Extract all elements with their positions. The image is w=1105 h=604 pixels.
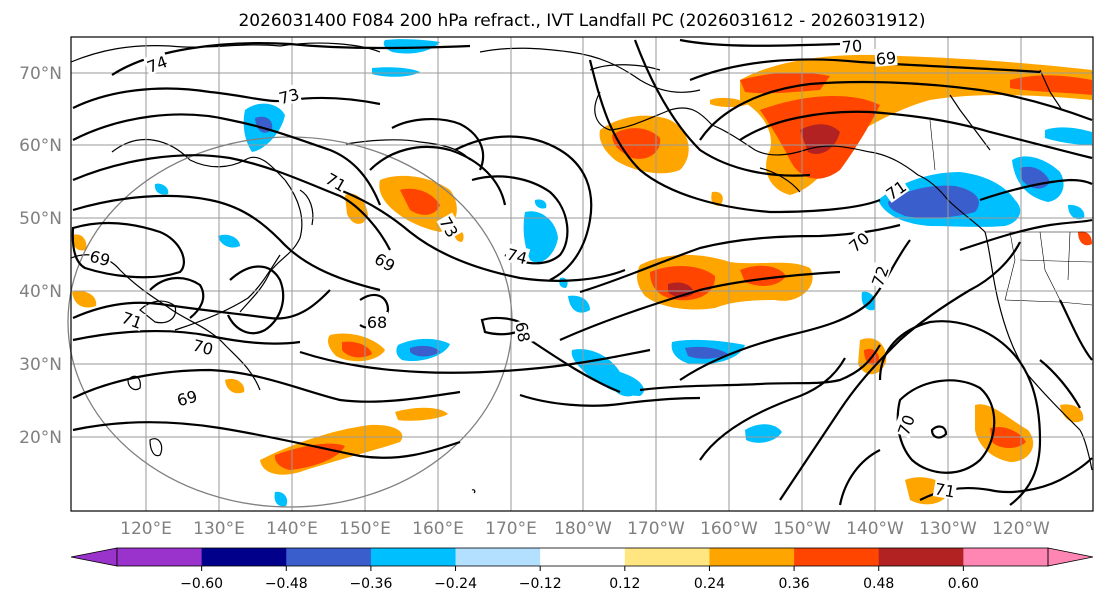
contour-label-bg [143,50,171,76]
colorbar-tick-label: −0.36 [349,576,392,592]
colorbar-extend-high [1047,547,1094,567]
contour-label-bg [874,47,898,67]
lon-tick-label: 130°W [919,519,977,539]
negative-anomaly-shading [154,39,1092,507]
lon-tick-label: 170°E [485,519,537,539]
coastlines [70,42,1093,494]
colorbar-segment [117,548,203,566]
contour-label-bg [881,175,910,203]
colorbar-tick-label: 0.48 [863,576,894,592]
lon-tick-label: 140°W [846,519,904,539]
colorbar-tick-label: 0.12 [609,576,640,592]
contour-label-bg [892,411,918,439]
contour-label: 68 [367,313,387,332]
colorbar-tick-label: −0.60 [180,576,223,592]
lon-tick-label: 120°E [120,519,172,539]
lon-tick-label: 160°E [412,519,464,539]
colorbar-tick-label: 0.36 [779,576,810,592]
contour-label: 70 [191,336,216,360]
contour-label-bg [840,35,864,55]
lon-tick-label: 150°E [339,519,391,539]
colorbar-segment [286,548,372,566]
contour-label-bg [504,243,531,267]
contour-label-bg [366,312,388,330]
colorbar-tick-label: −0.24 [434,576,477,592]
map-panel [71,37,1093,511]
gridlines [71,37,1093,511]
contour-label-bg [190,334,217,358]
colorbar-segment [370,548,457,566]
colorbar-segment [878,548,964,566]
lat-tick-label: 70°N [19,64,62,84]
lat-tick-label: 30°N [19,355,62,375]
colorbar-extend-low [70,547,118,567]
contour-label: 73 [277,85,302,109]
borders [929,119,1093,306]
colorbar-tick-label: −0.12 [519,576,562,592]
lat-tick-label: 20°N [19,428,62,448]
lat-tick-label: 50°N [19,209,62,229]
lon-tick-label: 140°E [266,519,318,539]
contour-label-bg [371,247,400,275]
contour-label: 69 [175,387,200,411]
contour-label-bg [173,385,200,409]
contour-label-bg [844,227,873,256]
colorbar-segment [540,548,626,566]
contour-label: 74 [505,245,530,269]
contour-label: 68 [511,320,533,343]
latitude-labels: 70°N 60°N 50°N 40°N 30°N 20°N [19,64,62,448]
contour-label-bg [436,212,464,241]
colorbar-tick-label: 0.60 [948,576,979,592]
contour-label-bg [275,83,302,107]
lon-tick-label: 130°E [193,519,245,539]
contour-label-bg [513,319,535,345]
colorbar-tick-label: 0.24 [694,576,725,592]
colorbar-segment [455,548,541,566]
colorbar-segment [709,548,795,566]
figure-title: 2026031400 F084 200 hPa refract., IVT La… [238,11,925,31]
colorbar-segment [624,548,710,566]
lon-tick-label: 180°W [554,519,612,539]
contour-label-bg [932,478,958,500]
contour-label-bg [87,245,114,269]
colorbar-segment [963,548,1049,566]
colorbar-segment [794,548,880,566]
contour-label: 69 [88,247,113,271]
contour-label: 69 [875,48,897,69]
lon-tick-label: 120°W [992,519,1050,539]
contour-label-bg [322,167,351,195]
contour-label-bg [866,262,892,290]
longitude-labels: 120°E 130°E 140°E 150°E 160°E 170°E 180°W 170°W… [120,519,1050,539]
lat-tick-label: 40°N [19,282,62,302]
lon-tick-label: 170°W [627,519,685,539]
map-frame [70,36,1094,512]
contour-label-bg [118,306,146,332]
colorbar-segment [201,548,287,566]
colorbar: −0.60 −0.48 −0.36 −0.24 −0.12 0.12 0.24 0.36 0.4… [70,547,1094,592]
colorbar-tick-label: −0.48 [265,576,308,592]
lon-tick-label: 160°W [700,519,758,539]
lon-tick-label: 150°W [773,519,831,539]
contour-label: 71 [933,479,956,501]
colorbar-outline [116,547,1049,567]
contour-label: 70 [841,36,863,57]
lat-tick-label: 60°N [19,136,62,156]
